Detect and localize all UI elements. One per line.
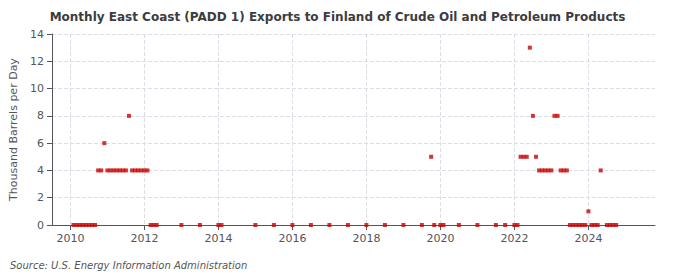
svg-text:8: 8	[37, 109, 44, 122]
svg-text:Source: U.S. Energy Informatio: Source: U.S. Energy Information Administ…	[10, 260, 247, 271]
svg-text:14: 14	[30, 28, 44, 41]
svg-text:2018: 2018	[352, 232, 380, 245]
svg-text:10: 10	[30, 82, 44, 95]
svg-text:Monthly East Coast (PADD 1) Ex: Monthly East Coast (PADD 1) Exports to F…	[50, 10, 626, 24]
svg-text:4: 4	[37, 164, 44, 177]
svg-text:2022: 2022	[500, 232, 528, 245]
svg-text:2014: 2014	[204, 232, 232, 245]
svg-text:2: 2	[37, 191, 44, 204]
svg-text:2020: 2020	[426, 232, 454, 245]
svg-text:2024: 2024	[574, 232, 602, 245]
svg-text:Thousand Barrels per Day: Thousand Barrels per Day	[7, 58, 20, 202]
svg-text:0: 0	[37, 219, 44, 232]
svg-text:12: 12	[30, 55, 44, 68]
svg-text:6: 6	[37, 137, 44, 150]
svg-text:2016: 2016	[278, 232, 306, 245]
svg-text:2012: 2012	[130, 232, 158, 245]
svg-text:2010: 2010	[56, 232, 84, 245]
